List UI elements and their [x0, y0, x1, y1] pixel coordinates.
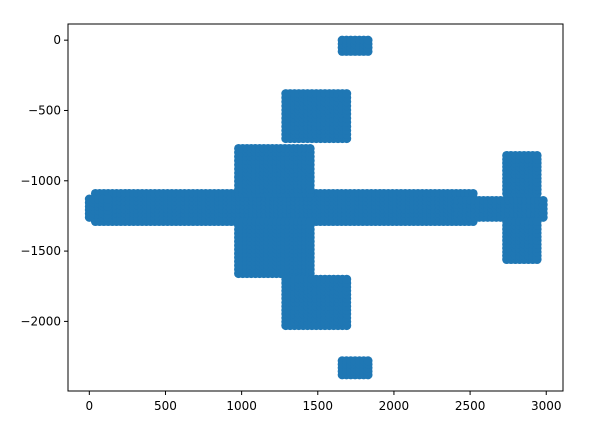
point-cluster-right-wingtip — [337, 35, 373, 56]
data-point — [363, 356, 373, 366]
x-tick-label: 2000 — [379, 399, 410, 413]
data-point — [305, 143, 315, 153]
y-tick-label: −500 — [28, 103, 61, 117]
x-axis: 0 500 1000 1500 2000 2500 3000 — [86, 391, 562, 413]
point-cluster-right-wing-mid — [281, 89, 352, 144]
y-tick-label: −2000 — [20, 314, 61, 328]
x-tick-label: 2500 — [455, 399, 486, 413]
point-cluster-right-stabilizer — [502, 150, 542, 198]
data-point — [538, 195, 548, 205]
x-tick-label: 1000 — [226, 399, 257, 413]
x-tick-label: 500 — [154, 399, 177, 413]
data-point — [363, 35, 373, 45]
y-tick-label: −1500 — [20, 244, 61, 258]
data-point — [532, 217, 542, 227]
y-tick-label: −1000 — [20, 174, 61, 188]
data-point — [342, 89, 352, 99]
data-point — [342, 274, 352, 284]
x-tick-label: 1500 — [303, 399, 334, 413]
data-point — [468, 188, 478, 198]
data-points — [84, 35, 548, 380]
point-cluster-right-wing-root — [234, 143, 315, 198]
plot-frame — [67, 23, 564, 392]
x-tick-label: 3000 — [531, 399, 562, 413]
data-point — [532, 150, 542, 160]
point-cluster-left-wingtip — [337, 356, 373, 380]
y-tick-label: 0 — [53, 33, 61, 47]
point-cluster-left-wing-root — [234, 217, 315, 279]
x-tick-label: 0 — [86, 399, 94, 413]
point-cluster-left-stabilizer — [502, 217, 542, 265]
point-cluster-left-wing-mid — [281, 274, 352, 331]
data-point — [103, 194, 113, 204]
data-point — [305, 217, 315, 227]
point-cluster-nose — [84, 194, 113, 222]
y-axis: 0 −500 −1000 −1500 −2000 — [20, 33, 68, 328]
